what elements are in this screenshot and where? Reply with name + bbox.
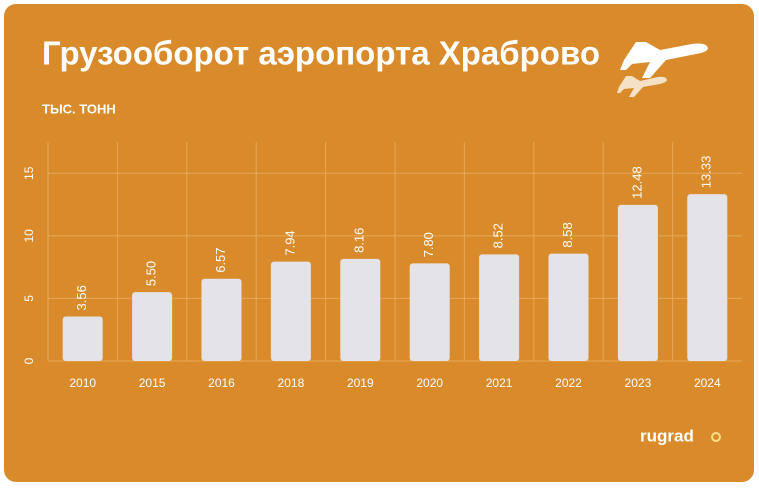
y-tick-label: 10	[22, 229, 36, 243]
plane-icon	[620, 42, 708, 78]
value-label: 8.16	[352, 228, 367, 253]
x-tick-label: 2019	[347, 376, 374, 390]
unit-label: ТЫС. ТОНН	[42, 101, 116, 116]
bar	[617, 204, 658, 361]
value-label: 8.58	[560, 222, 575, 247]
bar	[132, 292, 173, 361]
logo: rugrad	[640, 426, 721, 445]
value-label: 3.56	[74, 285, 89, 310]
x-tick-label: 2010	[69, 376, 96, 390]
value-label: 6.57	[213, 247, 228, 272]
logo-text: rugrad	[640, 426, 694, 445]
plane-icon-small	[617, 76, 667, 97]
bar	[201, 278, 242, 361]
y-tick-label: 5	[22, 295, 36, 302]
x-tick-label: 2015	[139, 376, 166, 390]
x-tick-label: 2021	[486, 376, 513, 390]
bar	[62, 316, 103, 361]
value-label: 13.33	[699, 156, 714, 189]
x-tick-label: 2023	[625, 376, 652, 390]
x-tick-label: 2020	[416, 376, 443, 390]
x-tick-label: 2018	[278, 376, 305, 390]
bar	[340, 258, 381, 361]
value-label: 12.48	[629, 166, 644, 199]
value-label: 5.50	[144, 261, 159, 286]
value-label: 8.52	[491, 223, 506, 248]
value-label: 7.80	[421, 232, 436, 257]
logo-dot	[711, 432, 721, 442]
y-tick-label: 0	[22, 357, 36, 364]
chart-title: Грузооборот аэропорта Храброво	[42, 35, 600, 72]
bar	[548, 253, 589, 361]
bar	[409, 263, 450, 361]
card-background	[4, 4, 754, 482]
y-tick-label: 15	[22, 166, 36, 180]
bar	[687, 194, 728, 361]
x-tick-label: 2016	[208, 376, 235, 390]
x-tick-label: 2024	[694, 376, 721, 390]
value-label: 7.94	[282, 230, 297, 255]
bar	[479, 254, 520, 361]
bar	[270, 261, 311, 361]
x-tick-label: 2022	[555, 376, 582, 390]
